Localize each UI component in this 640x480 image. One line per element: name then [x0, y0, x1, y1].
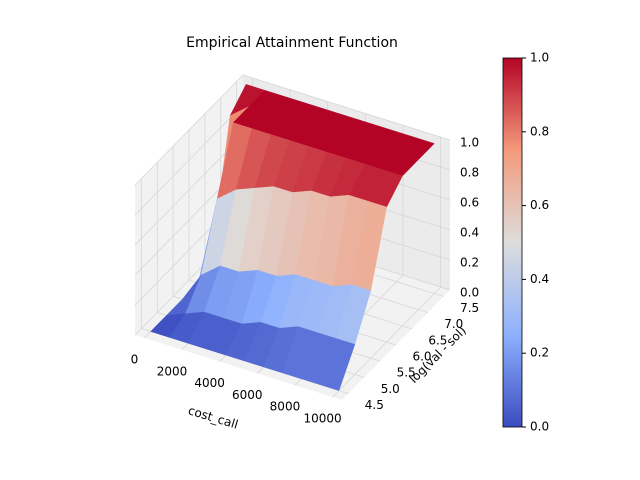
z-tick-label: 0.4 — [460, 226, 479, 240]
colorbar-tick-label: 0.0 — [530, 420, 549, 434]
y-tick-label: 7.5 — [460, 301, 479, 315]
y-tick-label: 4.5 — [365, 398, 384, 412]
x-tick-label: 0 — [131, 352, 139, 366]
z-tick-label: 0.0 — [460, 286, 479, 300]
x-tick-label: 2000 — [157, 364, 188, 378]
x-tick-label: 8000 — [270, 400, 301, 414]
y-tick-label: 6.5 — [428, 333, 447, 347]
y-tick-label: 7.0 — [444, 317, 463, 331]
z-tick-label: 0.6 — [460, 196, 479, 210]
x-tick-label: 6000 — [232, 388, 263, 402]
colorbar-tick-label: 0.2 — [530, 346, 549, 360]
z-tick-label: 0.2 — [460, 256, 479, 270]
colorbar-tick-label: 1.0 — [530, 51, 549, 65]
y-tick-label: 5.0 — [381, 382, 400, 396]
y-tick-label: 5.5 — [397, 366, 416, 380]
y-tick-label: 6.0 — [412, 350, 431, 364]
x-tick-label: 10000 — [303, 412, 341, 426]
chart-title: Empirical Attainment Function — [186, 35, 398, 51]
colorbar — [502, 57, 523, 428]
grid-line — [134, 74, 451, 186]
z-tick-label: 1.0 — [460, 136, 479, 150]
x-axis-label: cost_call — [186, 403, 239, 431]
colorbar-tick-label: 0.6 — [530, 198, 549, 212]
surface-patch — [319, 338, 356, 391]
x-tick-label: 4000 — [194, 376, 225, 390]
colorbar-tick-label: 0.4 — [530, 272, 549, 286]
z-tick-label: 0.8 — [460, 166, 479, 180]
colorbar-tick-label: 0.8 — [530, 124, 549, 138]
